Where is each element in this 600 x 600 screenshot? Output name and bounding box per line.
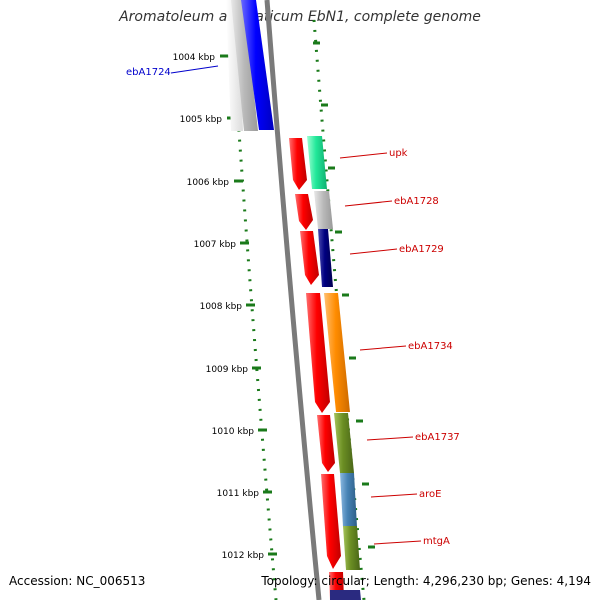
gene-label-ebA1729: ebA1729 (399, 244, 444, 255)
gene-label-upk: upk (389, 148, 408, 159)
cds-arrow (295, 194, 313, 230)
gene-ebA1737 (334, 413, 354, 473)
map-title: Aromatoleum aromaticum EbN1, complete ge… (119, 9, 481, 25)
gene-aroE (340, 473, 357, 527)
gene-label-mtgA: mtgA (423, 536, 450, 547)
cds-arrow (306, 293, 330, 413)
scale-label-1006: 1006 kbp (187, 178, 230, 188)
scale-label-1008: 1008 kbp (200, 302, 243, 312)
leader-aroE (370, 493, 418, 498)
scale-label-1005: 1005 kbp (180, 115, 223, 125)
gene-ebA1734 (324, 293, 350, 412)
accession-text: Accession: NC_006513 (9, 574, 146, 588)
scale-label-1004: 1004 kbp (173, 53, 216, 63)
leader-ebA1724 (170, 65, 219, 74)
scale-label-1012: 1012 kbp (222, 551, 265, 561)
scale-label-1009: 1009 kbp (206, 365, 249, 375)
outer-major-ticks (313, 41, 375, 549)
genome-info-text: Topology: circular; Length: 4,296,230 bp… (261, 574, 591, 588)
gene-mtgA (343, 526, 360, 570)
gene-label-ebA1737: ebA1737 (415, 432, 460, 443)
gene-gray (231, 0, 258, 131)
scale-label-1010: 1010 kbp (212, 427, 255, 437)
gene-ebA1728 (314, 191, 333, 229)
gene-track (307, 136, 361, 600)
leader-mtgA (373, 540, 422, 545)
scale-labels: 1004 kbp 1005 kbp 1006 kbp 1007 kbp 1008… (173, 53, 265, 561)
cds-arrow (321, 474, 341, 569)
gene-label-aroE: aroE (419, 489, 441, 500)
leader-ebA1728 (344, 200, 393, 207)
gene-ebA1729 (318, 229, 333, 287)
label-leaders (170, 65, 422, 545)
leader-upk (339, 152, 388, 159)
cds-arrow (317, 415, 335, 472)
leader-ebA1737 (366, 436, 414, 441)
gene-label-ebA1734: ebA1734 (408, 341, 453, 352)
gene-label-ebA1728: ebA1728 (394, 196, 439, 207)
scale-label-1007: 1007 kbp (194, 240, 237, 250)
reverse-strand-genes (226, 0, 274, 131)
leader-ebA1729 (349, 248, 398, 255)
gene-label-ebA1724: ebA1724 (126, 67, 171, 78)
genome-backbone (264, 0, 322, 600)
scale-label-1011: 1011 kbp (217, 489, 260, 499)
gene-ebA1724 (241, 0, 274, 130)
cds-arrow (289, 138, 307, 190)
gene-upk (307, 136, 327, 189)
cds-arrow (300, 231, 319, 285)
leader-ebA1734 (359, 345, 407, 351)
gene-labels: ebA1724 upk ebA1728 ebA1729 ebA1734 ebA1… (126, 67, 460, 547)
gene-partial (330, 590, 361, 600)
